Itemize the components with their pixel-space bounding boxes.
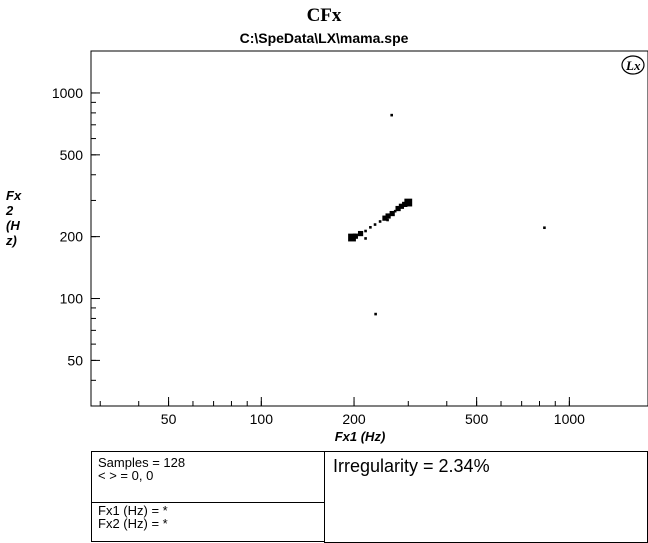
data-point [395, 205, 401, 212]
data-point [369, 226, 372, 229]
x-tick-label: 100 [250, 411, 274, 427]
data-point [373, 223, 377, 226]
data-point [543, 226, 546, 230]
x-axis-label: Fx1 (Hz) [334, 429, 386, 444]
x-tick-label: 500 [465, 411, 489, 427]
data-point [382, 215, 388, 221]
cursor-fx1: Fx1 (Hz) = * [98, 503, 168, 518]
x-tick-label: 1000 [554, 411, 585, 427]
y-tick-label: 500 [60, 147, 84, 163]
stats-panel: Samples = 128 < > = 0, 0 [91, 451, 325, 503]
data-points [348, 113, 546, 316]
data-point [389, 210, 395, 217]
data-point [390, 113, 393, 117]
data-point [364, 237, 367, 240]
y-axis-label: Fx2 (Hz) [6, 188, 22, 248]
y-tick-label: 1000 [52, 85, 83, 101]
x-axis: 50 100 200 500 1000 [99, 397, 585, 427]
data-point [385, 213, 391, 219]
data-point [378, 220, 382, 223]
data-point [393, 209, 397, 213]
samples-count: Samples = 128 [98, 455, 186, 470]
y-tick-label: 50 [67, 352, 83, 368]
data-point [374, 312, 377, 316]
chart-canvas[interactable]: Lx 50 100 200 500 1000 50 100 200 500 1000 [0, 0, 648, 452]
irregularity-panel: Irregularity = 2.34% [324, 451, 648, 543]
data-point [364, 229, 367, 233]
cursor-fx2: Fx2 (Hz) = * [98, 516, 168, 531]
x-tick-label: 50 [161, 411, 177, 427]
lx-logo: Lx [621, 55, 645, 75]
cursor-panel: Fx1 (Hz) = * Fx2 (Hz) = * [91, 502, 325, 542]
x-tick-label: 200 [342, 411, 366, 427]
data-point [398, 203, 405, 209]
data-point [357, 230, 364, 237]
data-point [409, 200, 412, 203]
y-axis: 50 100 200 500 1000 [52, 85, 100, 381]
data-point [386, 218, 389, 222]
y-tick-label: 200 [60, 229, 84, 245]
brackets-value: < > = 0, 0 [98, 468, 154, 483]
chart-subtitle: C:\SpeData\LX\mama.spe [239, 30, 409, 46]
data-point [348, 233, 356, 242]
data-point [352, 233, 358, 239]
data-point [404, 198, 413, 207]
chart-title: CFx [306, 5, 342, 26]
irregularity-value: Irregularity = 2.34% [333, 456, 490, 476]
y-tick-label: 100 [60, 291, 84, 307]
data-point [404, 204, 408, 207]
svg-text:Lx: Lx [625, 58, 641, 73]
